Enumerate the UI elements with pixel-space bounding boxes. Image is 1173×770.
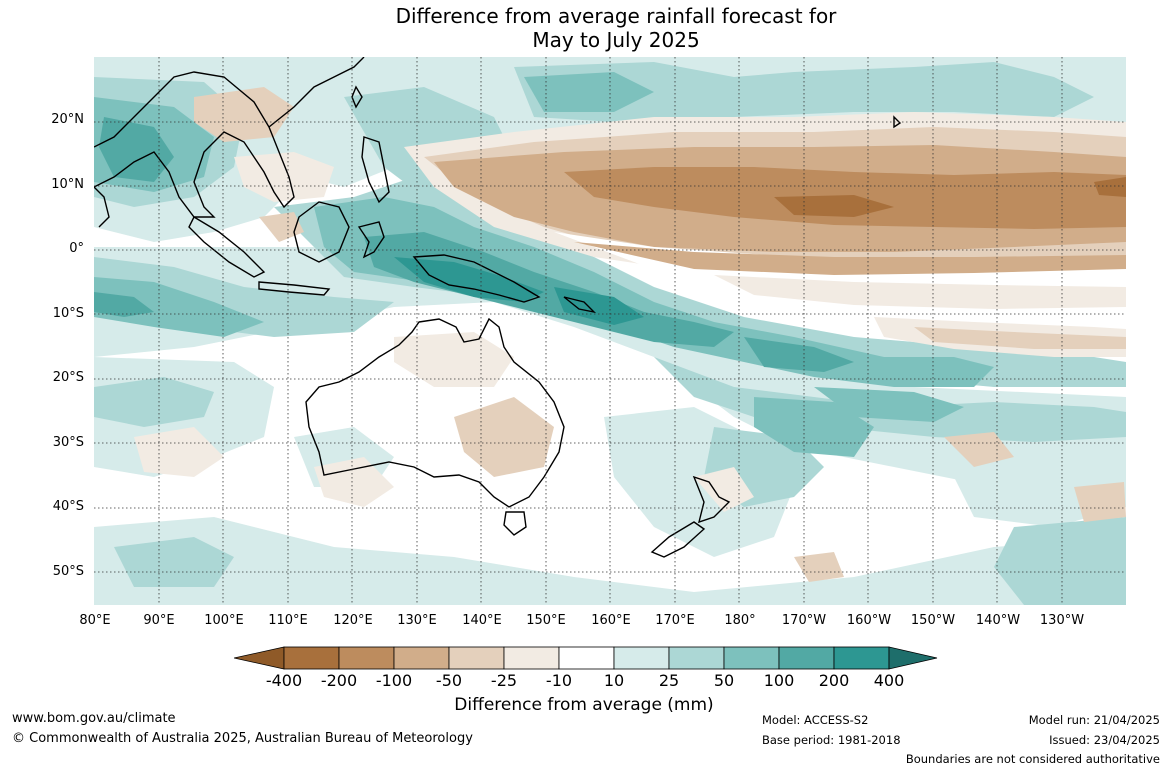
lat-label-40s: 40°S (52, 499, 84, 514)
coastlines (94, 57, 902, 558)
lon-label-170e: 170°E (655, 613, 695, 628)
lat-label-10s: 10°S (52, 306, 84, 321)
title-line-1: Difference from average rainfall forecas… (395, 4, 837, 28)
colorbar-label-minus-100: -100 (375, 671, 413, 690)
lon-label-80e: 80°E (79, 613, 111, 628)
colorbar-label-10: 10 (603, 671, 625, 690)
lon-label-150e: 150°E (526, 613, 566, 628)
footer-disclaimer: Boundaries are not considered authoritat… (905, 752, 1160, 766)
colorbar-extension-low (234, 646, 285, 670)
colorbar-label-50: 50 (713, 671, 735, 690)
colorbar-cell (448, 646, 505, 670)
lon-label-130w: 130°W (1039, 613, 1085, 628)
colorbar-label-400: 400 (873, 671, 905, 690)
colorbar-cell (283, 646, 340, 670)
lat-label-50s: 50°S (52, 564, 84, 579)
title-line-2: May to July 2025 (532, 28, 700, 52)
colorbar (234, 646, 938, 670)
colorbar-cell (503, 646, 560, 670)
footer-copyright: © Commonwealth of Australia 2025, Austra… (12, 731, 473, 746)
asia-coastline (94, 71, 295, 218)
wet-extreme-areas (394, 257, 644, 325)
lon-label-130e: 130°E (397, 613, 437, 628)
footer-issued: Issued: 23/04/2025 (1049, 733, 1160, 747)
colorbar-cell (778, 646, 835, 670)
borneo-coastline (293, 201, 350, 263)
lon-label-170w: 170°W (781, 613, 827, 628)
map-canvas (94, 57, 1126, 605)
colorbar-cell (833, 646, 890, 670)
rainfall-anomaly-map (94, 57, 1126, 605)
footer-base-period: Base period: 1981-2018 (762, 733, 901, 747)
new-zealand-coastline (650, 475, 731, 558)
colorbar-cell (558, 646, 615, 670)
colorbar-label-100: 100 (763, 671, 795, 690)
colorbar-label-minus-200: -200 (320, 671, 358, 690)
tasmania-coastline (503, 511, 527, 536)
colorbar-cell (338, 646, 395, 670)
australia-coastline (305, 317, 565, 508)
footer-model: Model: ACCESS-S2 (762, 713, 869, 727)
colorbar-cell (393, 646, 450, 670)
java-coastline (258, 281, 331, 296)
chart-title: Difference from average rainfall forecas… (0, 4, 1173, 52)
lat-label-20s: 20°S (52, 370, 84, 385)
lon-label-90e: 90°E (143, 613, 175, 628)
colorbar-label-minus-400: -400 (265, 671, 303, 690)
lat-label-0: 0° (69, 241, 84, 256)
colorbar-cell (723, 646, 780, 670)
solomon-islands-coastline (563, 296, 597, 314)
philippines-coastline (361, 136, 390, 204)
wet-very-strong-areas (94, 117, 854, 372)
lon-label-160w: 160°W (846, 613, 892, 628)
lon-label-150w: 150°W (910, 613, 956, 628)
colorbar-label-25: 25 (658, 671, 680, 690)
lon-label-110e: 110°E (268, 613, 308, 628)
lat-label-30s: 30°S (52, 435, 84, 450)
lon-label-100e: 100°E (204, 613, 244, 628)
colorbar-label-minus-10: -10 (545, 671, 573, 690)
sulawesi-coastline (357, 221, 385, 259)
colorbar-cell (613, 646, 670, 670)
lat-label-10n: 10°N (51, 177, 84, 192)
taiwan-coastline (351, 85, 363, 109)
lon-label-180: 180° (724, 613, 756, 628)
footer-model-run: Model run: 21/04/2025 (1028, 713, 1160, 727)
colorbar-label-minus-50: -50 (435, 671, 463, 690)
lon-label-140w: 140°W (975, 613, 1021, 628)
gridlines (94, 57, 1126, 605)
china-coastline (268, 57, 365, 128)
colorbar-label-minus-25: -25 (490, 671, 518, 690)
footer-url[interactable]: www.bom.gov.au/climate (12, 711, 176, 726)
colorbar-label-200: 200 (818, 671, 850, 690)
lon-label-120e: 120°E (333, 613, 373, 628)
india-coastline (94, 186, 110, 228)
new-guinea-coastline (412, 254, 541, 303)
colorbar-extension-high (888, 646, 938, 670)
lat-label-20n: 20°N (51, 112, 84, 127)
colorbar-cell (668, 646, 725, 670)
lon-label-140e: 140°E (462, 613, 502, 628)
lon-label-160e: 160°E (591, 613, 631, 628)
sumatra-coastline (188, 216, 266, 278)
colorbar-title: Difference from average (mm) (454, 695, 714, 715)
